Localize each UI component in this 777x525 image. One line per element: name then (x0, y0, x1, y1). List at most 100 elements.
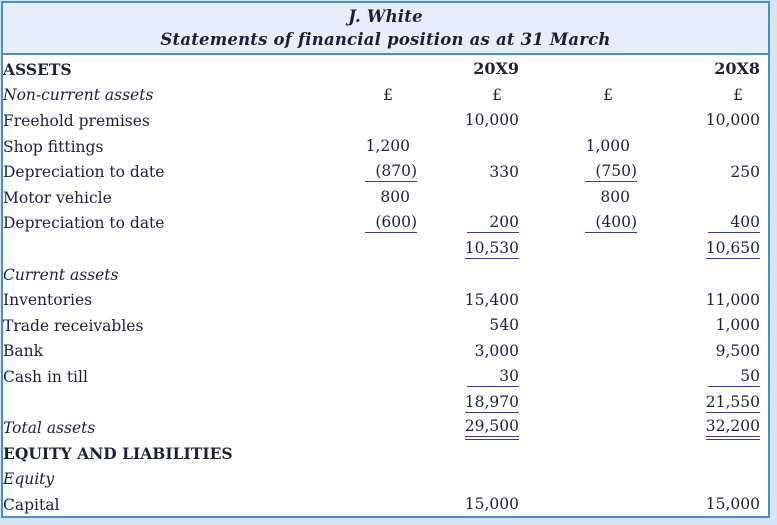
statement-subtitle: Statements of financial position as at 3… (160, 30, 611, 49)
amount-cell (418, 134, 527, 160)
amount-cell (527, 364, 638, 390)
amount-cell: £ (348, 83, 418, 109)
amount-cell: 9,500 (638, 339, 768, 365)
amount-cell: 540 (418, 313, 527, 339)
amount-cell (527, 236, 638, 262)
value-text: 18,970 (464, 392, 519, 413)
statement-table: ASSETS 20X9 20X8 Non-current assets £ £ £ £ Free… (3, 57, 768, 518)
amount-cell (638, 134, 768, 160)
value-text: 1,200 (365, 137, 410, 156)
value-text: (750) (585, 162, 637, 183)
amount-cell: (400) (527, 211, 638, 237)
amount-cell (527, 467, 638, 493)
value-text: 330 (489, 162, 519, 181)
value-text: 200 (467, 213, 519, 234)
label-cell: Capital (3, 495, 60, 514)
value-text: 50 (708, 367, 760, 387)
value-text: 400 (708, 213, 760, 234)
amount-cell: 1,200 (348, 134, 418, 160)
amount-cell (348, 467, 418, 493)
value-text: 20X9 (473, 59, 519, 79)
value-text: (600) (365, 213, 417, 234)
statement-title: J. White (348, 7, 423, 26)
value-text: 10,650 (705, 238, 760, 259)
table-row: Trade receivables 540 1,000 (3, 313, 768, 339)
table-row: Freehold premises 10,000 10,000 (3, 108, 768, 134)
table-row: Depreciation to date (600) 200 (400) 400 (3, 211, 768, 237)
value-text: (870) (365, 162, 417, 183)
value-text: 20X8 (714, 59, 760, 79)
value-text: 15,400 (464, 290, 519, 309)
amount-cell (348, 287, 418, 313)
value-text: 10,000 (705, 111, 760, 130)
amount-cell (348, 339, 418, 365)
label-cell (3, 390, 348, 416)
table-row: Shop fittings 1,200 1,000 (3, 134, 768, 160)
amount-cell (348, 108, 418, 134)
table-row: Capital 15,000 15,000 (3, 492, 768, 518)
value-text: 10,530 (464, 238, 519, 259)
amount-cell: £ (418, 83, 527, 109)
label-cell: Total assets (3, 419, 96, 438)
value-text: 9,500 (715, 341, 760, 360)
amount-cell (348, 415, 418, 441)
amount-cell: 30 (418, 364, 527, 390)
value-text: 11,000 (705, 290, 760, 309)
value-text: 250 (730, 162, 760, 181)
amount-cell: (600) (348, 211, 418, 237)
label-cell: Motor vehicle (3, 188, 112, 207)
label-cell: Cash in till (3, 367, 88, 386)
amount-cell: 400 (638, 211, 768, 237)
financial-statement-sheet: J. White Statements of financial positio… (1, 1, 770, 518)
amount-cell (527, 287, 638, 313)
table-row: Total assets 29,500 32,200 (3, 415, 768, 441)
label-cell: EQUITY AND LIABILITIES (3, 443, 233, 463)
label-cell: Depreciation to date (3, 214, 165, 233)
value-text: 1,000 (585, 137, 630, 156)
amount-cell (638, 441, 768, 467)
amount-cell (527, 313, 638, 339)
value-text: 30 (467, 367, 519, 387)
statement-header: J. White Statements of financial positio… (3, 3, 768, 55)
value-text: 21,550 (705, 392, 760, 413)
table-row: Cash in till 30 50 (3, 364, 768, 390)
amount-cell (638, 262, 768, 288)
statement-table-body: ASSETS 20X9 20X8 Non-current assets £ £ £ £ Free… (3, 57, 768, 518)
amount-cell: 800 (348, 185, 418, 211)
label-cell: Depreciation to date (3, 163, 165, 182)
amount-cell (348, 57, 418, 83)
table-row: Bank 3,000 9,500 (3, 339, 768, 365)
amount-cell: 15,000 (638, 492, 768, 518)
amount-cell: 32,200 (638, 415, 768, 441)
label-cell: Inventories (3, 291, 93, 310)
amount-cell: (870) (348, 159, 418, 185)
table-row: Equity (3, 467, 768, 493)
value-text: 800 (600, 188, 630, 207)
amount-cell: 29,500 (418, 415, 527, 441)
table-row: Depreciation to date (870) 330 (750) 250 (3, 159, 768, 185)
amount-cell (418, 467, 527, 493)
amount-cell: 18,970 (418, 390, 527, 416)
amount-cell: 20X8 (638, 57, 768, 83)
label-cell: Current assets (3, 265, 119, 284)
amount-cell (638, 185, 768, 211)
table-row: 10,530 10,650 (3, 236, 768, 262)
value-text: 10,000 (464, 111, 519, 130)
amount-cell: 21,550 (638, 390, 768, 416)
amount-cell (418, 262, 527, 288)
amount-cell: 250 (638, 159, 768, 185)
amount-cell (348, 441, 418, 467)
table-row: Motor vehicle 800 800 (3, 185, 768, 211)
amount-cell: £ (638, 83, 768, 109)
currency-symbol: £ (383, 85, 393, 104)
amount-cell (638, 467, 768, 493)
currency-symbol: £ (733, 85, 743, 104)
amount-cell: 11,000 (638, 287, 768, 313)
amount-cell (348, 236, 418, 262)
value-text: 15,000 (464, 495, 519, 514)
amount-cell (527, 415, 638, 441)
amount-cell (348, 492, 418, 518)
amount-cell: 15,000 (418, 492, 527, 518)
label-cell: Trade receivables (3, 316, 144, 335)
